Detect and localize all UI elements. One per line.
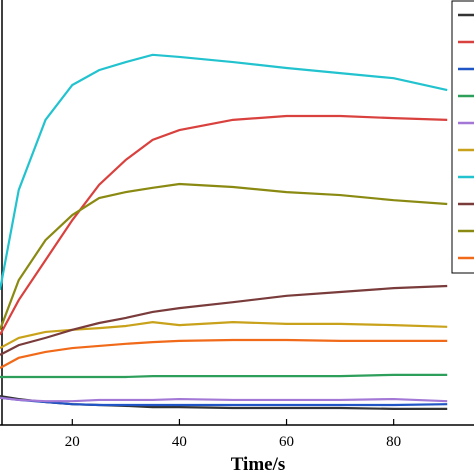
- series-line: [0, 284, 448, 356]
- x-axis-label: Time/s: [231, 454, 286, 474]
- series-line: [0, 395, 448, 410]
- x-tick-label: 20: [65, 434, 80, 450]
- series-line: [0, 114, 448, 336]
- series-line: [0, 53, 448, 291]
- series-line: [0, 396, 448, 403]
- x-tick-label: 40: [172, 434, 187, 450]
- x-tick-label: 60: [279, 434, 294, 450]
- series-line: [0, 373, 448, 379]
- series-line: [0, 182, 448, 331]
- x-tick-label: 80: [386, 434, 401, 450]
- series-line: [0, 321, 448, 350]
- series-line: [0, 338, 448, 370]
